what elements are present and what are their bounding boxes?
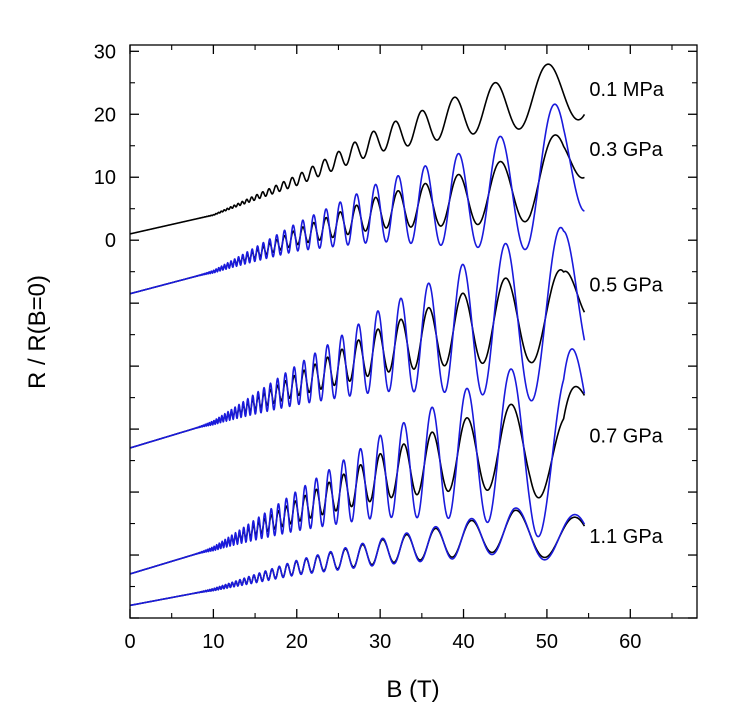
series-line: [129, 134, 585, 295]
curve-label: 0.3 GPa: [589, 139, 663, 161]
x-tick-label: 10: [202, 631, 224, 653]
series-line: [129, 348, 586, 575]
y-tick-label: 0: [105, 230, 116, 252]
y-axis-title: R / R(B=0): [24, 275, 51, 389]
series-line: [129, 103, 585, 295]
series-line: [129, 385, 586, 575]
series-line: [129, 226, 586, 449]
x-tick-label: 50: [536, 631, 558, 653]
x-tick-label: 0: [124, 631, 135, 653]
x-axis-title: B (T): [386, 676, 439, 703]
x-tick-label: 60: [619, 631, 641, 653]
series-line: [129, 269, 586, 449]
series-line: [129, 63, 586, 235]
y-tick-label: 20: [94, 104, 116, 126]
y-tick-label: 10: [94, 167, 116, 189]
x-tick-label: 30: [369, 631, 391, 653]
x-tick-label: 20: [286, 631, 308, 653]
curve-label: 0.1 MPa: [589, 79, 664, 101]
x-tick-label: 40: [452, 631, 474, 653]
series-line: [129, 507, 586, 607]
y-tick-label: 30: [94, 41, 116, 63]
plot-frame: [129, 44, 698, 619]
curves-layer: [129, 63, 586, 607]
curve-label: 0.5 GPa: [589, 274, 663, 296]
ticks-layer: [129, 45, 697, 619]
labels-layer: 0 10 20 30 40 50 60 0 10 20 30 0.1 MPa 0.3 GPa 0.5 GP…: [94, 41, 665, 653]
curve-label: 0.7 GPa: [589, 425, 663, 447]
curve-label: 1.1 GPa: [589, 526, 663, 548]
